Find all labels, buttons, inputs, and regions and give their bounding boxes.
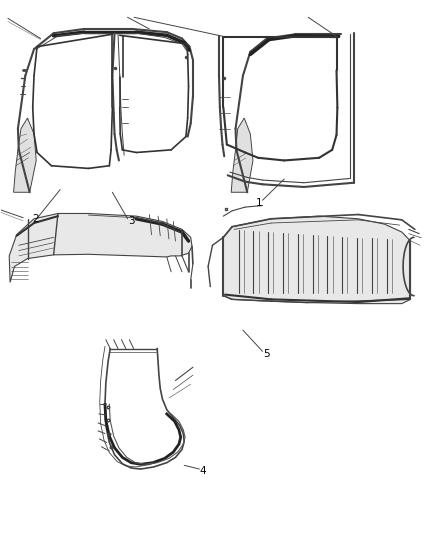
Polygon shape [9,214,192,282]
Polygon shape [14,118,36,192]
Polygon shape [231,118,253,192]
Polygon shape [223,216,410,304]
Text: 4: 4 [199,466,206,475]
Text: 5: 5 [263,349,269,359]
Text: 1: 1 [256,198,262,208]
Text: 2: 2 [32,214,39,224]
Text: 3: 3 [128,216,134,227]
